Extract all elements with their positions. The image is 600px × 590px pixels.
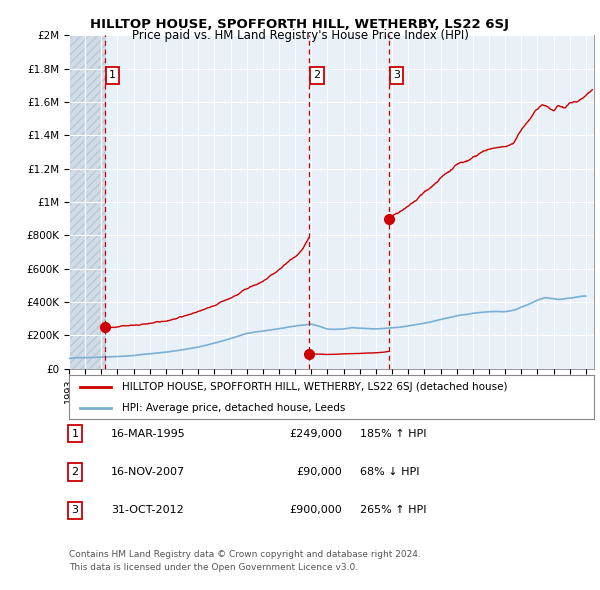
- Text: £900,000: £900,000: [289, 506, 342, 515]
- Text: 2: 2: [313, 70, 320, 80]
- Text: HILLTOP HOUSE, SPOFFORTH HILL, WETHERBY, LS22 6SJ (detached house): HILLTOP HOUSE, SPOFFORTH HILL, WETHERBY,…: [121, 382, 507, 392]
- Text: 3: 3: [394, 70, 400, 80]
- Bar: [69, 35, 104, 369]
- Text: This data is licensed under the Open Government Licence v3.0.: This data is licensed under the Open Gov…: [69, 563, 358, 572]
- Text: Contains HM Land Registry data © Crown copyright and database right 2024.: Contains HM Land Registry data © Crown c…: [69, 550, 421, 559]
- Text: 16-MAR-1995: 16-MAR-1995: [111, 429, 186, 438]
- Text: 1: 1: [109, 70, 116, 80]
- Bar: [69, 35, 104, 369]
- Text: 1: 1: [71, 429, 79, 438]
- Text: HILLTOP HOUSE, SPOFFORTH HILL, WETHERBY, LS22 6SJ: HILLTOP HOUSE, SPOFFORTH HILL, WETHERBY,…: [91, 18, 509, 31]
- Text: 185% ↑ HPI: 185% ↑ HPI: [360, 429, 427, 438]
- Text: 265% ↑ HPI: 265% ↑ HPI: [360, 506, 427, 515]
- Text: HPI: Average price, detached house, Leeds: HPI: Average price, detached house, Leed…: [121, 403, 345, 413]
- Text: £249,000: £249,000: [289, 429, 342, 438]
- Text: 2: 2: [71, 467, 79, 477]
- Text: 31-OCT-2012: 31-OCT-2012: [111, 506, 184, 515]
- Text: 16-NOV-2007: 16-NOV-2007: [111, 467, 185, 477]
- Text: 68% ↓ HPI: 68% ↓ HPI: [360, 467, 419, 477]
- Text: Price paid vs. HM Land Registry's House Price Index (HPI): Price paid vs. HM Land Registry's House …: [131, 30, 469, 42]
- Text: 3: 3: [71, 506, 79, 515]
- Text: £90,000: £90,000: [296, 467, 342, 477]
